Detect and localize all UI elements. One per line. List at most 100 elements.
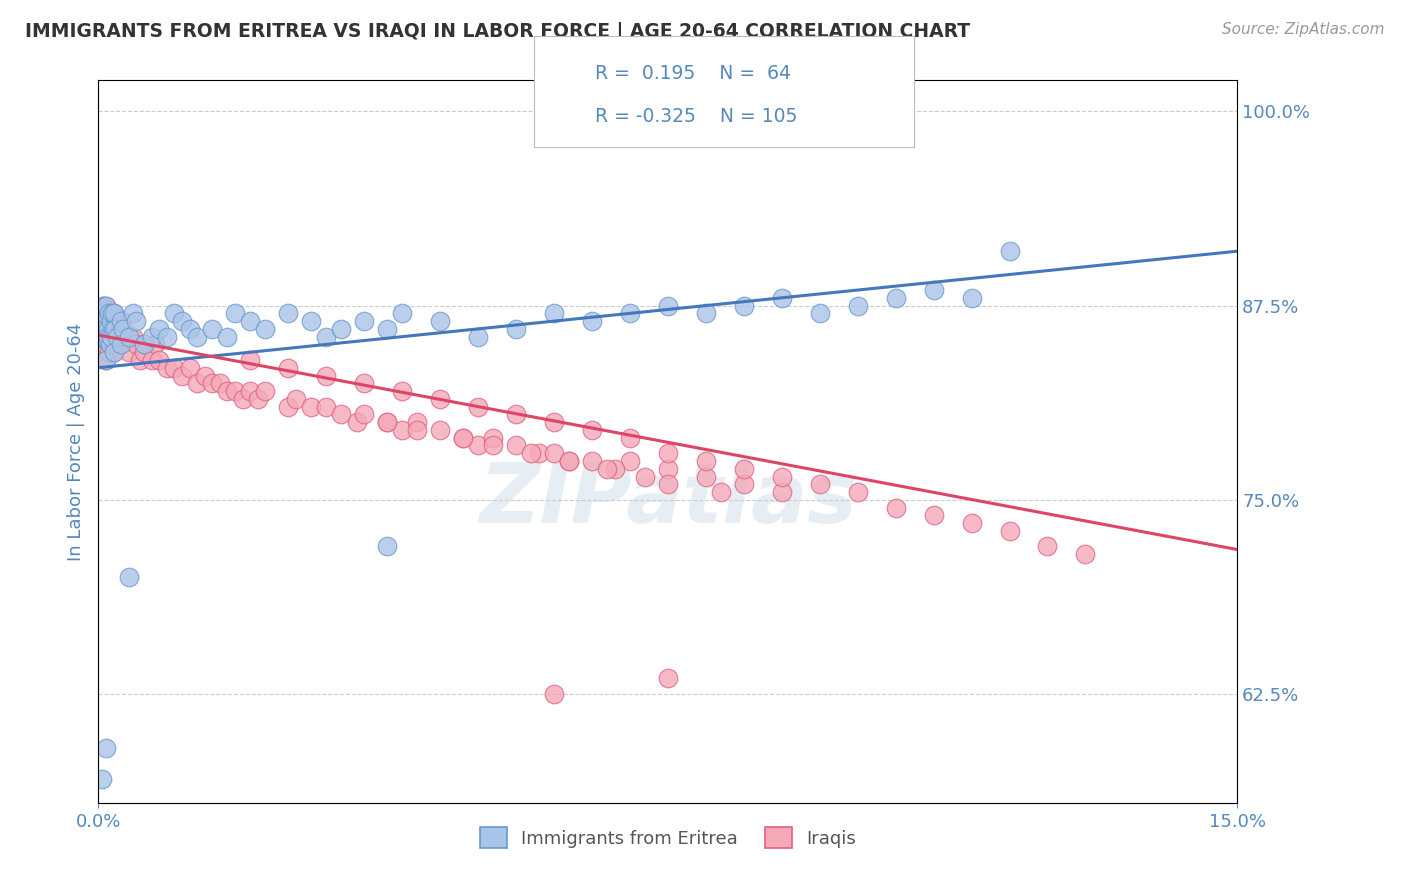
Point <box>884 500 907 515</box>
Point <box>141 329 163 343</box>
Point <box>808 477 831 491</box>
Point <box>94 353 117 368</box>
Point <box>657 477 679 491</box>
Point <box>91 314 114 328</box>
Point <box>581 314 603 328</box>
Point <box>808 306 831 320</box>
Point <box>1036 540 1059 554</box>
Text: R = -0.325    N = 105: R = -0.325 N = 105 <box>595 107 797 126</box>
Point <box>132 345 155 359</box>
Point <box>91 772 114 787</box>
Point <box>406 423 429 437</box>
Point <box>505 438 527 452</box>
Text: IMMIGRANTS FROM ERITREA VS IRAQI IN LABOR FORCE | AGE 20-64 CORRELATION CHART: IMMIGRANTS FROM ERITREA VS IRAQI IN LABO… <box>25 22 970 42</box>
Point <box>619 306 641 320</box>
Point <box>186 329 208 343</box>
Point <box>353 314 375 328</box>
Point <box>100 329 122 343</box>
Point <box>657 672 679 686</box>
Point <box>482 438 505 452</box>
Point <box>330 322 353 336</box>
Point <box>1074 547 1097 561</box>
Point <box>110 314 132 328</box>
Point <box>104 322 127 336</box>
Point <box>94 299 117 313</box>
Point <box>467 438 489 452</box>
Point <box>93 306 115 320</box>
Point <box>97 329 120 343</box>
Point <box>121 306 143 320</box>
Point <box>467 329 489 343</box>
Point <box>543 306 565 320</box>
Point <box>90 306 112 320</box>
Text: Source: ZipAtlas.com: Source: ZipAtlas.com <box>1222 22 1385 37</box>
Point <box>657 461 679 475</box>
Point <box>733 461 755 475</box>
Point <box>110 337 132 351</box>
Point <box>93 329 115 343</box>
Point <box>107 329 129 343</box>
Point <box>277 400 299 414</box>
Point <box>596 461 619 475</box>
Point <box>156 360 179 375</box>
Text: ZIPatlas: ZIPatlas <box>479 458 856 540</box>
Point <box>100 314 122 328</box>
Point <box>201 376 224 391</box>
Point <box>375 415 398 429</box>
Point <box>179 360 201 375</box>
Point <box>103 306 125 320</box>
Point <box>543 446 565 460</box>
Point <box>94 353 117 368</box>
Point <box>93 314 115 328</box>
Point <box>346 415 368 429</box>
Point <box>353 376 375 391</box>
Point <box>353 408 375 422</box>
Point <box>110 337 132 351</box>
Point <box>375 415 398 429</box>
Point <box>111 322 134 336</box>
Point <box>733 477 755 491</box>
Point <box>103 306 125 320</box>
Point <box>733 299 755 313</box>
Point <box>998 524 1021 538</box>
Point <box>91 299 114 313</box>
Point <box>156 329 179 343</box>
Point <box>451 431 474 445</box>
Point <box>277 306 299 320</box>
Point <box>254 384 277 398</box>
Point <box>391 423 413 437</box>
Point <box>505 408 527 422</box>
Point <box>118 570 141 584</box>
Point <box>657 446 679 460</box>
Point <box>695 469 717 483</box>
Point <box>103 345 125 359</box>
Point <box>163 360 186 375</box>
Point <box>101 322 124 336</box>
Y-axis label: In Labor Force | Age 20-64: In Labor Force | Age 20-64 <box>66 322 84 561</box>
Point <box>239 353 262 368</box>
Point <box>90 306 112 320</box>
Point <box>103 345 125 359</box>
Point <box>104 329 127 343</box>
Point <box>391 306 413 320</box>
Point <box>224 306 246 320</box>
Point <box>581 454 603 468</box>
Point <box>603 461 626 475</box>
Point <box>100 314 122 328</box>
Point <box>170 368 193 383</box>
Point <box>695 454 717 468</box>
Point <box>960 291 983 305</box>
Point <box>94 329 117 343</box>
Point <box>770 469 793 483</box>
Point <box>132 337 155 351</box>
Point <box>558 454 581 468</box>
Point <box>224 384 246 398</box>
Point <box>217 384 239 398</box>
Legend: Immigrants from Eritrea, Iraqis: Immigrants from Eritrea, Iraqis <box>472 820 863 855</box>
Point <box>110 314 132 328</box>
Point <box>98 337 121 351</box>
Point <box>330 408 353 422</box>
Point <box>467 400 489 414</box>
Point <box>505 322 527 336</box>
Point <box>163 306 186 320</box>
